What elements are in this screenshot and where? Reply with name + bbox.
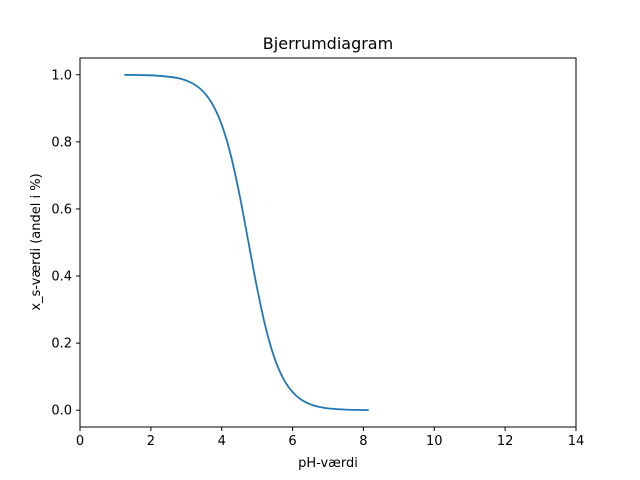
x-tick-label: 4 [218, 434, 226, 449]
series-line [124, 73, 369, 411]
x-tick-label: 14 [568, 434, 585, 449]
x-tick-label: 8 [359, 434, 367, 449]
plot-frame [79, 57, 577, 428]
x-tick-label: 12 [497, 434, 514, 449]
y-tick-label: 0.0 [51, 404, 72, 419]
y-tick-label: 1.0 [51, 68, 72, 83]
y-tick-label: 0.2 [51, 337, 72, 352]
x-tick-label: 0 [76, 434, 84, 449]
x-axis-label: pH-værdi [298, 456, 358, 471]
x-tick-label: 10 [426, 434, 443, 449]
chart-title: Bjerrumdiagram [263, 34, 393, 53]
x-axis-ticks: 0 2 4 6 8 10 12 14 [76, 427, 584, 449]
y-axis-label: x_s-værdi (andel i %) [29, 173, 44, 310]
y-axis-ticks: 0.0 0.2 0.4 0.6 0.8 1.0 [51, 68, 80, 419]
y-tick-label: 0.4 [51, 270, 72, 285]
y-tick-label: 0.8 [51, 135, 72, 150]
x-tick-label: 2 [147, 434, 155, 449]
x-tick-label: 6 [288, 434, 296, 449]
y-tick-label: 0.6 [51, 202, 72, 217]
